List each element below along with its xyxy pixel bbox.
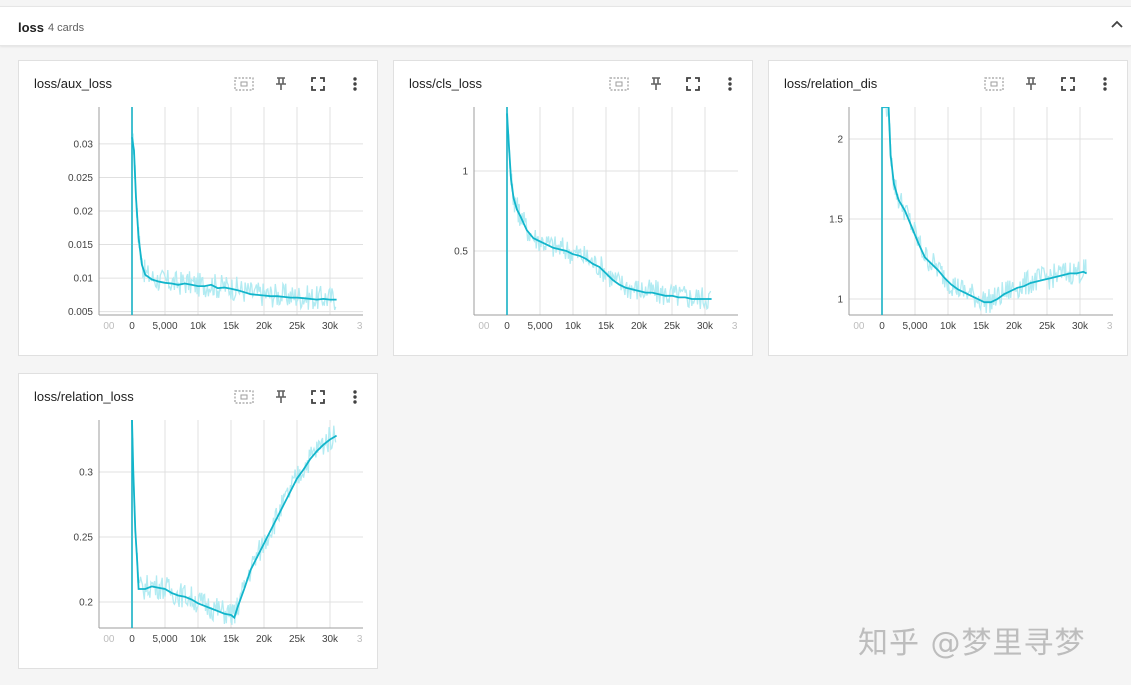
smoothed-series-line — [506, 113, 712, 300]
smoothed-series-line — [131, 420, 338, 620]
chevron-up-icon[interactable] — [1108, 16, 1126, 34]
fullscreen-icon[interactable] — [307, 73, 329, 95]
y-tick-label: 0.03 — [74, 139, 94, 150]
x-tick-label: 00 — [853, 321, 865, 332]
pin-icon[interactable] — [1020, 73, 1042, 95]
x-tick-label: 30k — [1072, 321, 1089, 332]
x-tick-label: 30k — [322, 321, 339, 332]
fit-domain-icon[interactable] — [608, 73, 630, 95]
x-tick-label: 5,000 — [527, 321, 552, 332]
more-vert-icon[interactable] — [1094, 73, 1116, 95]
y-tick-label: 0.025 — [68, 173, 93, 184]
raw-series-line — [131, 420, 337, 625]
card-title: loss/cls_loss — [409, 76, 482, 91]
raw-series-line — [131, 126, 337, 311]
raw-series-line — [506, 108, 712, 311]
x-tick-label: 5,000 — [152, 634, 177, 645]
x-tick-label: 0 — [879, 321, 885, 332]
group-card-count: 4 cards — [48, 22, 85, 34]
x-tick-label: 10k — [190, 634, 207, 645]
x-tick-label: 25k — [289, 321, 306, 332]
pin-icon[interactable] — [645, 73, 667, 95]
fullscreen-icon[interactable] — [682, 73, 704, 95]
y-tick-label: 0.005 — [68, 307, 93, 318]
x-tick-label: 0 — [504, 321, 510, 332]
x-tick-label: 30k — [322, 634, 339, 645]
more-vert-icon[interactable] — [344, 386, 366, 408]
x-tick-label: 25k — [289, 634, 306, 645]
x-tick-label: 3 — [1107, 321, 1113, 332]
line-chart[interactable]: 0.20.250.300 0 5,000 10k 15k 20k 25k 30k 3 — [19, 374, 379, 670]
fullscreen-icon[interactable] — [307, 386, 329, 408]
y-tick-label: 1.5 — [829, 215, 843, 226]
y-tick-label: 1 — [837, 295, 843, 306]
y-tick-label: 2 — [837, 135, 843, 146]
chart-card: loss/relation_dis 1 1.5 2 00 0 5,000 10k 15k 20k 2… — [768, 60, 1128, 356]
x-tick-label: 00 — [103, 634, 115, 645]
x-tick-label: 10k — [940, 321, 957, 332]
x-tick-label: 20k — [631, 321, 648, 332]
y-tick-label: 0.2 — [79, 598, 93, 609]
smoothed-series-line — [131, 137, 337, 301]
x-tick-label: 5,000 — [902, 321, 927, 332]
x-tick-label: 20k — [256, 634, 273, 645]
x-tick-label: 25k — [1039, 321, 1056, 332]
fit-domain-icon[interactable] — [983, 73, 1005, 95]
x-tick-label: 3 — [357, 321, 363, 332]
fit-domain-icon[interactable] — [233, 73, 255, 95]
card-title: loss/relation_loss — [34, 389, 134, 404]
x-tick-label: 30k — [697, 321, 714, 332]
card-title: loss/aux_loss — [34, 76, 113, 91]
y-tick-label: 0.02 — [74, 207, 94, 218]
card-title: loss/relation_dis — [784, 76, 878, 91]
x-tick-label: 10k — [190, 321, 207, 332]
y-tick-label: 0.25 — [74, 533, 94, 544]
raw-series-line — [881, 107, 1087, 314]
pin-icon[interactable] — [270, 386, 292, 408]
x-tick-label: 5,000 — [152, 321, 177, 332]
y-tick-label: 1 — [462, 167, 468, 178]
x-tick-label: 15k — [223, 634, 240, 645]
x-tick-label: 15k — [973, 321, 990, 332]
x-tick-label: 0 — [129, 321, 135, 332]
x-tick-label: 00 — [103, 321, 115, 332]
y-tick-label: 0.01 — [74, 274, 94, 285]
x-tick-label: 0 — [129, 634, 135, 645]
pin-icon[interactable] — [270, 73, 292, 95]
more-vert-icon[interactable] — [344, 73, 366, 95]
card-group-header[interactable]: loss 4 cards — [0, 6, 1131, 46]
chart-card: loss/cls_loss 0.5 1 00 0 5,000 10k 15k 20k 25k 30k… — [393, 60, 753, 356]
fit-domain-icon[interactable] — [233, 386, 255, 408]
x-tick-label: 10k — [565, 321, 582, 332]
chart-card: loss/aux_loss 0.005 0.01 0.015 0.02 0.025 0.03… — [18, 60, 378, 356]
x-tick-label: 3 — [357, 634, 363, 645]
x-tick-label: 20k — [1006, 321, 1023, 332]
smoothed-series-line — [882, 107, 1087, 304]
x-tick-label: 15k — [223, 321, 240, 332]
x-tick-label: 25k — [664, 321, 681, 332]
x-tick-label: 00 — [478, 321, 490, 332]
y-tick-label: 0.5 — [454, 247, 468, 258]
y-tick-label: 0.015 — [68, 240, 93, 251]
x-tick-label: 15k — [598, 321, 615, 332]
y-tick-label: 0.3 — [79, 468, 93, 479]
x-tick-label: 3 — [732, 321, 738, 332]
watermark: 知乎 @梦里寻梦 — [858, 626, 1086, 661]
fullscreen-icon[interactable] — [1057, 73, 1079, 95]
group-title: loss — [18, 20, 45, 35]
more-vert-icon[interactable] — [719, 73, 741, 95]
x-tick-label: 20k — [256, 321, 273, 332]
chart-card: loss/relation_loss 0.2 0.25 0.3 00 0 5,000 10k 1… — [18, 373, 378, 669]
